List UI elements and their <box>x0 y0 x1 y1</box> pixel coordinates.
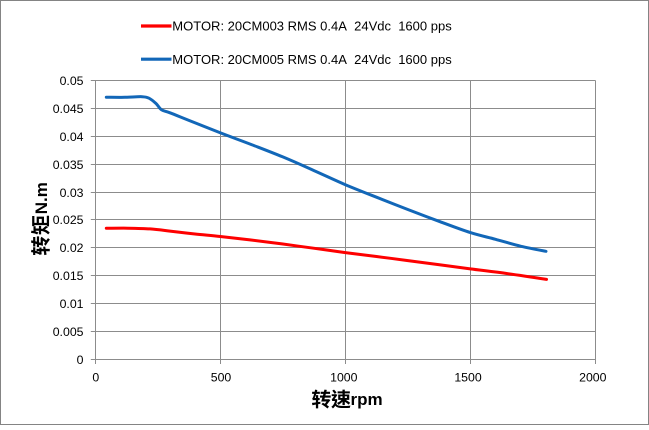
svg-text:0.03: 0.03 <box>60 186 84 200</box>
svg-text:2000: 2000 <box>579 370 607 384</box>
svg-text:0.035: 0.035 <box>53 158 84 172</box>
svg-text:0: 0 <box>77 353 84 367</box>
svg-text:0.05: 0.05 <box>60 74 84 88</box>
svg-text:0.025: 0.025 <box>53 213 84 227</box>
svg-text:MOTOR: 20CM003 RMS 0.4A 24Vdc: MOTOR: 20CM003 RMS 0.4A 24Vdc 1600 pps <box>172 19 452 34</box>
svg-text:0: 0 <box>92 370 99 384</box>
svg-text:0.04: 0.04 <box>60 130 84 144</box>
svg-text:500: 500 <box>211 370 232 384</box>
svg-text:0.02: 0.02 <box>60 241 84 255</box>
svg-text:0.01: 0.01 <box>60 297 84 311</box>
svg-text:0.045: 0.045 <box>53 102 84 116</box>
svg-text:0.015: 0.015 <box>53 269 84 283</box>
svg-text:0.005: 0.005 <box>53 325 84 339</box>
svg-text:1500: 1500 <box>454 370 482 384</box>
svg-text:MOTOR: 20CM005 RMS 0.4A 24Vdc: MOTOR: 20CM005 RMS 0.4A 24Vdc 1600 pps <box>172 52 452 67</box>
svg-text:rpm: rpm <box>351 390 383 409</box>
svg-text:N.m: N.m <box>32 182 51 214</box>
svg-text:1000: 1000 <box>330 370 358 384</box>
